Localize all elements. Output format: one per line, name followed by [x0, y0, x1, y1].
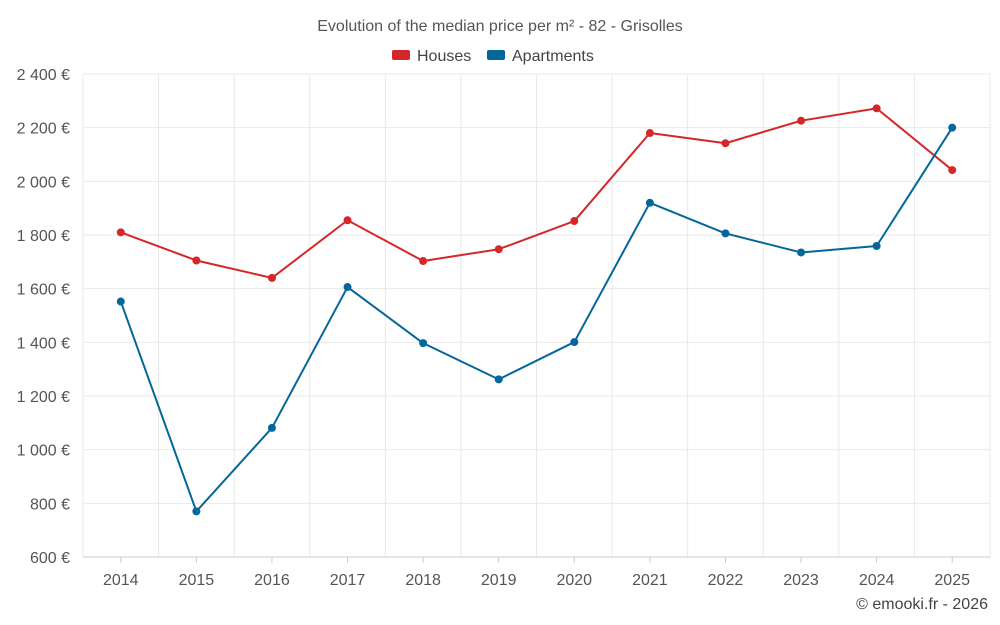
legend-swatch-apartments [487, 50, 505, 60]
data-point-apartments[interactable] [721, 229, 730, 238]
data-point-apartments[interactable] [419, 339, 428, 348]
x-tick-label: 2025 [934, 572, 970, 589]
series-line-apartments [119, 127, 954, 513]
data-point-houses[interactable] [267, 273, 276, 282]
y-tick-label: 1 600 € [17, 282, 70, 299]
data-point-houses[interactable] [872, 104, 881, 113]
data-point-houses[interactable] [494, 245, 503, 254]
y-tick-label: 2 200 € [17, 121, 70, 138]
data-point-apartments[interactable] [343, 283, 352, 292]
x-tick-label: 2015 [179, 572, 215, 589]
data-point-apartments[interactable] [116, 297, 125, 306]
series-line-houses [120, 107, 953, 279]
chart-title: Evolution of the median price per m² - 8… [317, 18, 682, 35]
axes: 600 € 800 € 1 000 € 1 200 € 1 400 € 1 600 € 1 … [17, 67, 990, 589]
data-point-apartments[interactable] [645, 198, 654, 207]
data-point-houses[interactable] [948, 166, 957, 175]
y-tick-label: 2 400 € [17, 67, 70, 84]
x-tick-label: 2024 [859, 572, 895, 589]
x-tick-label: 2017 [330, 572, 366, 589]
x-tick-label: 2016 [254, 572, 290, 589]
legend-label-apartments[interactable]: Apartments [512, 48, 594, 65]
series [116, 104, 957, 516]
data-point-apartments[interactable] [570, 338, 579, 347]
data-point-houses[interactable] [570, 217, 579, 226]
y-tick-label: 600 € [30, 550, 70, 567]
grid [82, 73, 991, 558]
credit-text: © emooki.fr - 2026 [856, 596, 988, 613]
x-tick-label: 2019 [481, 572, 517, 589]
y-tick-label: 1 800 € [17, 228, 70, 245]
y-tick-label: 800 € [30, 496, 70, 513]
data-point-houses[interactable] [721, 139, 730, 148]
x-tick-label: 2022 [708, 572, 744, 589]
data-point-apartments[interactable] [494, 375, 503, 384]
y-tick-label: 1 000 € [17, 443, 70, 460]
data-point-houses[interactable] [192, 256, 201, 265]
data-point-houses[interactable] [116, 228, 125, 237]
x-tick-label: 2014 [103, 572, 139, 589]
data-point-houses[interactable] [343, 216, 352, 225]
legend-swatch-houses [392, 50, 410, 60]
data-point-apartments[interactable] [267, 423, 276, 432]
data-point-apartments[interactable] [797, 248, 806, 257]
legend: Houses Apartments [392, 48, 594, 65]
data-point-apartments[interactable] [872, 242, 881, 251]
x-tick-label: 2020 [556, 572, 592, 589]
data-point-apartments[interactable] [192, 507, 201, 516]
data-point-apartments[interactable] [948, 123, 957, 132]
data-point-houses[interactable] [797, 116, 806, 125]
x-tick-label: 2023 [783, 572, 819, 589]
x-tick-label: 2021 [632, 572, 668, 589]
data-point-houses[interactable] [419, 257, 428, 266]
legend-label-houses[interactable]: Houses [417, 48, 471, 65]
x-tick-label: 2018 [405, 572, 441, 589]
y-tick-label: 1 200 € [17, 389, 70, 406]
y-tick-label: 1 400 € [17, 335, 70, 352]
y-tick-label: 2 000 € [17, 174, 70, 191]
data-point-houses[interactable] [645, 129, 654, 138]
